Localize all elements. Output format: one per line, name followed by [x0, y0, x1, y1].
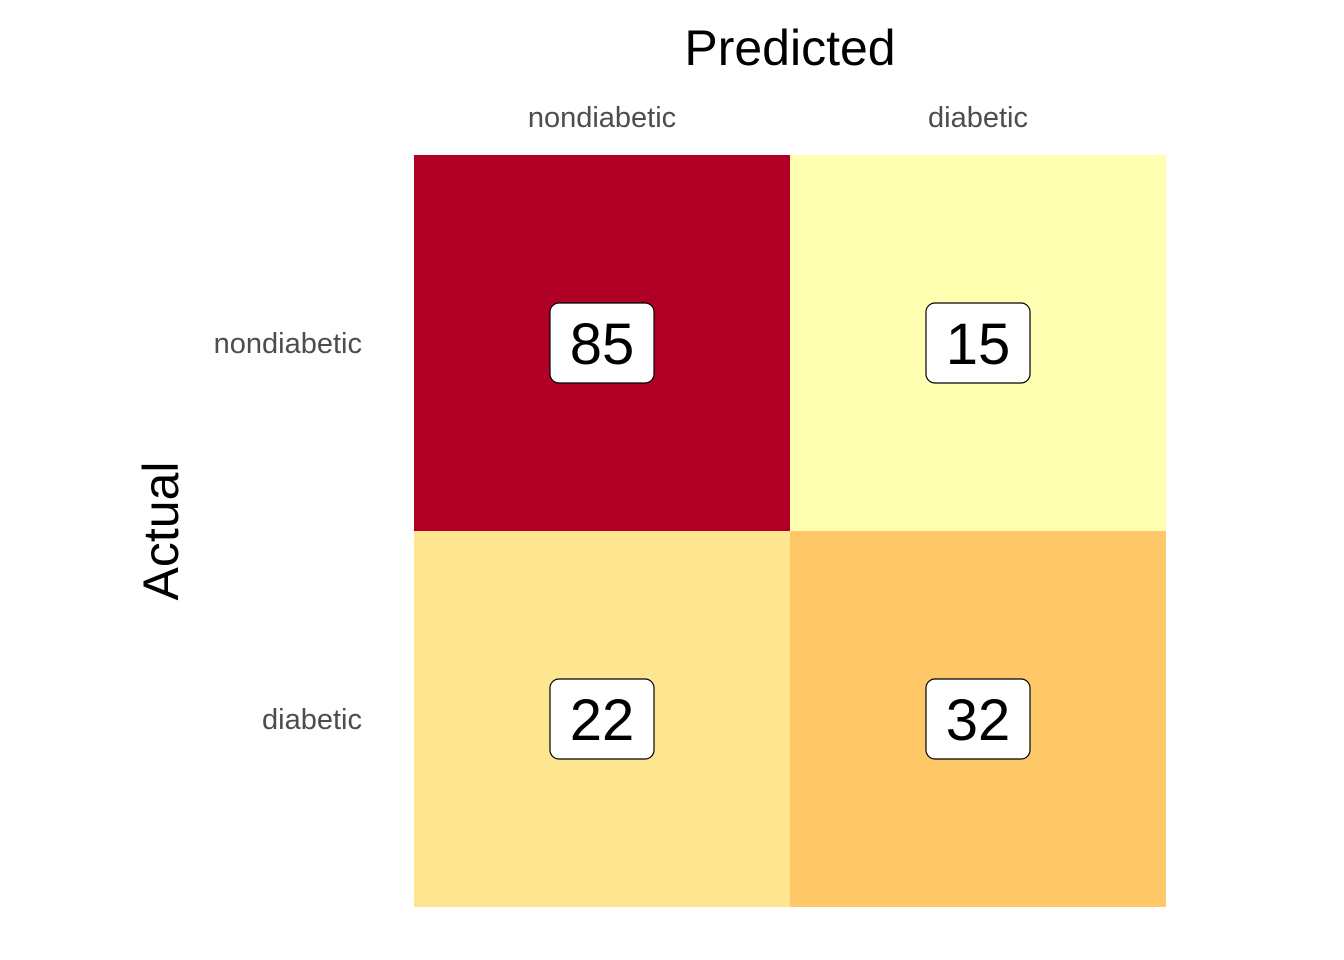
value-label-box — [549, 678, 655, 760]
value-label: 85 — [570, 312, 635, 377]
value-label: 15 — [946, 312, 1011, 377]
value-labels: 85 15 22 32 — [549, 302, 1031, 760]
value-label-box — [925, 302, 1031, 384]
x-tick-labels: nondiabetic diabetic — [528, 102, 1028, 134]
y-tick-labels: nondiabetic diabetic — [214, 328, 362, 736]
x-tick-label: nondiabetic — [528, 102, 676, 134]
value-label-box — [925, 678, 1031, 760]
value-label: 32 — [946, 688, 1011, 753]
value-label: 22 — [570, 688, 635, 753]
value-label-box — [549, 302, 655, 384]
heatmap-cells — [414, 155, 1166, 907]
x-axis-title: Predicted — [684, 20, 895, 76]
y-axis-title: Actual — [133, 462, 189, 601]
x-tick-label: diabetic — [928, 102, 1028, 134]
y-tick-label: diabetic — [262, 704, 362, 736]
y-tick-label: nondiabetic — [214, 328, 362, 360]
